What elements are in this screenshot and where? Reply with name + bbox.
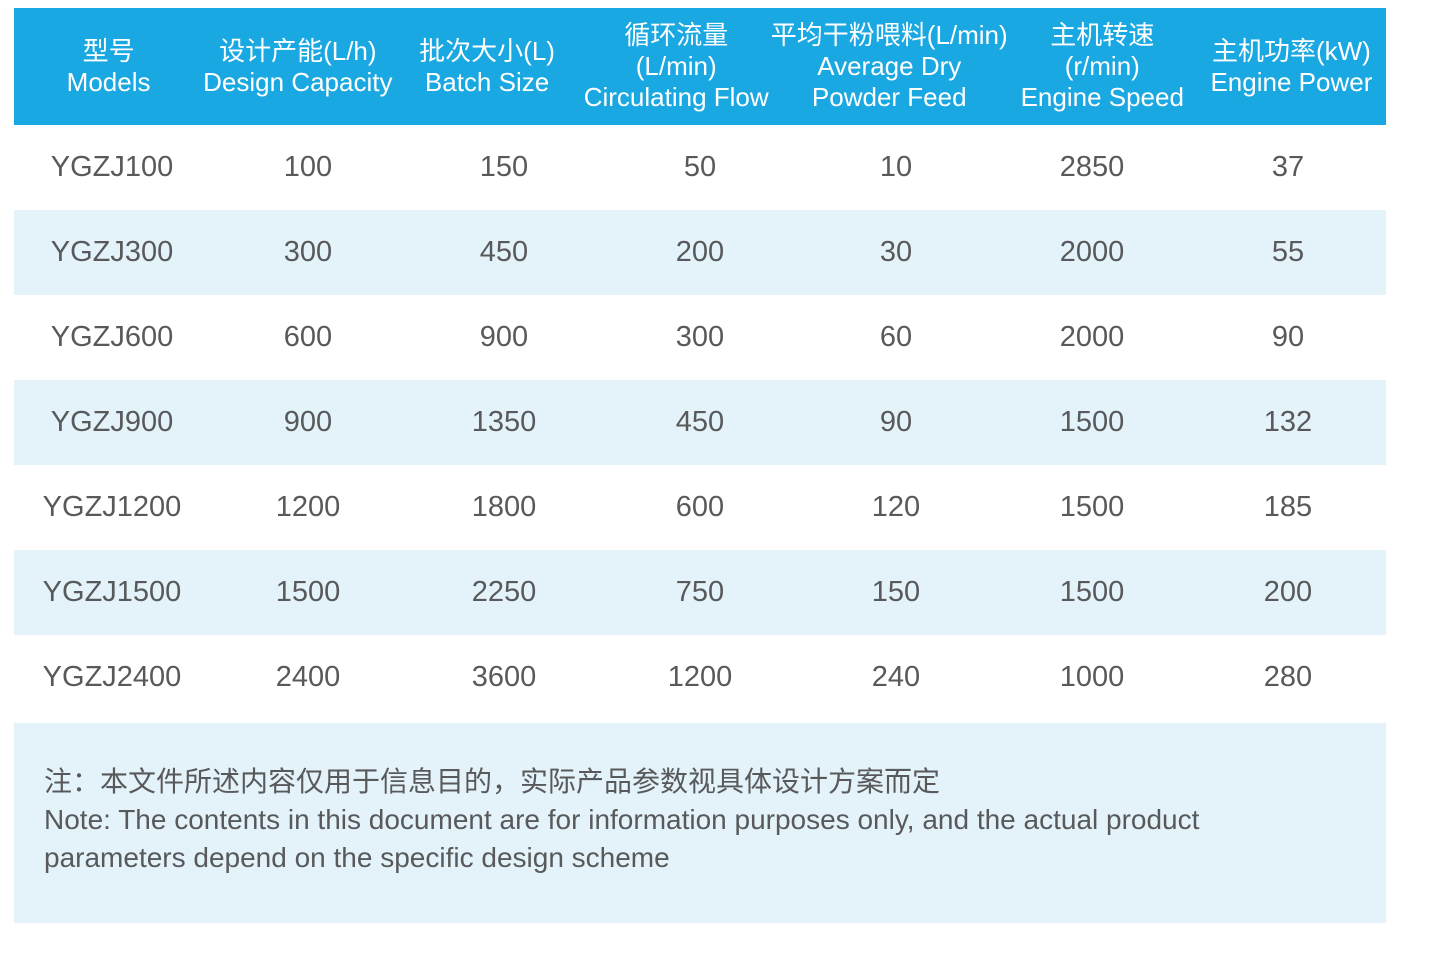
- cell-model: YGZJ600: [50, 321, 174, 353]
- cell-engine-power: 55: [1271, 236, 1305, 268]
- header-line-cn: 设计产能(L/h): [219, 35, 377, 66]
- header-line-unit: (r/min): [1064, 51, 1140, 81]
- cell-avg-dry-powder: 90: [879, 406, 913, 438]
- cell-batch-size: 450: [479, 236, 529, 268]
- cell-avg-dry-powder: 60: [879, 321, 913, 353]
- column-header-batch-size: 批次大小(L) Batch Size: [392, 36, 581, 98]
- header-line-en: Engine Power: [1210, 66, 1373, 97]
- cell-engine-speed: 1000: [1059, 661, 1125, 693]
- cell-design-capacity: 2400: [275, 661, 341, 693]
- cell-design-capacity: 900: [283, 406, 333, 438]
- cell-design-capacity: 300: [283, 236, 333, 268]
- cell-engine-power: 185: [1263, 491, 1313, 523]
- header-line-en: Design Capacity: [203, 66, 393, 97]
- cell-batch-size: 1350: [471, 406, 537, 438]
- cell-circulating-flow: 200: [675, 236, 725, 268]
- cell-avg-dry-powder: 120: [871, 491, 921, 523]
- note-line-cn: 注：本文件所述内容仅用于信息目的，实际产品参数视具体设计方案而定: [44, 766, 941, 797]
- cell-engine-speed: 2000: [1059, 321, 1125, 353]
- column-header-models: 型号 Models: [14, 36, 203, 98]
- header-line-cn: 批次大小(L): [419, 35, 555, 66]
- spec-table: 型号 Models 设计产能(L/h) Design Capacity 批次大小…: [14, 8, 1386, 923]
- table-row: YGZJ300 300 450 200 30 2000 55: [14, 210, 1386, 295]
- header-line-en: Powder Feed: [811, 82, 967, 112]
- cell-engine-speed: 2000: [1059, 236, 1125, 268]
- header-line-en: Circulating Flow: [583, 82, 769, 112]
- column-header-avg-dry-powder: 平均干粉喂料(L/min) Average Dry Powder Feed: [771, 20, 1008, 113]
- cell-circulating-flow: 1200: [667, 661, 733, 693]
- cell-engine-power: 37: [1271, 151, 1305, 183]
- cell-circulating-flow: 300: [675, 321, 725, 353]
- table-row: YGZJ2400 2400 3600 1200 240 1000 280: [14, 635, 1386, 720]
- cell-avg-dry-powder: 10: [879, 151, 913, 183]
- cell-model: YGZJ2400: [42, 661, 182, 693]
- cell-engine-power: 200: [1263, 576, 1313, 608]
- column-header-engine-speed: 主机转速 (r/min) Engine Speed: [1008, 20, 1197, 113]
- column-header-circulating-flow: 循环流量 (L/min) Circulating Flow: [582, 20, 771, 113]
- header-line-cn: 主机功率(kW): [1211, 35, 1371, 66]
- cell-circulating-flow: 450: [675, 406, 725, 438]
- table-row: YGZJ1200 1200 1800 600 120 1500 185: [14, 465, 1386, 550]
- note-panel: 注：本文件所述内容仅用于信息目的，实际产品参数视具体设计方案而定 Note: T…: [14, 723, 1386, 923]
- cell-model: YGZJ1500: [42, 576, 182, 608]
- cell-batch-size: 2250: [471, 576, 537, 608]
- cell-batch-size: 3600: [471, 661, 537, 693]
- note-line-en: parameters depend on the specific design…: [44, 842, 670, 873]
- cell-batch-size: 900: [479, 321, 529, 353]
- cell-design-capacity: 100: [283, 151, 333, 183]
- header-line-cn: 型号: [82, 35, 135, 66]
- note-line-en: Note: The contents in this document are …: [44, 804, 1200, 835]
- header-line-unit: (L/min): [635, 51, 717, 81]
- cell-design-capacity: 1500: [275, 576, 341, 608]
- cell-avg-dry-powder: 30: [879, 236, 913, 268]
- cell-engine-power: 90: [1271, 321, 1305, 353]
- table-row: YGZJ100 100 150 50 10 2850 37: [14, 125, 1386, 210]
- header-line-cn: 主机转速: [1050, 20, 1155, 50]
- cell-circulating-flow: 50: [683, 151, 717, 183]
- header-line-en: Engine Speed: [1020, 82, 1184, 112]
- header-line-cn: 循环流量: [624, 20, 729, 50]
- cell-design-capacity: 1200: [275, 491, 341, 523]
- cell-model: YGZJ300: [50, 236, 174, 268]
- header-line-en: Batch Size: [424, 66, 550, 97]
- column-header-design-capacity: 设计产能(L/h) Design Capacity: [203, 36, 392, 98]
- table-row: YGZJ600 600 900 300 60 2000 90: [14, 295, 1386, 380]
- cell-avg-dry-powder: 240: [871, 661, 921, 693]
- cell-model: YGZJ1200: [42, 491, 182, 523]
- table-header-row: 型号 Models 设计产能(L/h) Design Capacity 批次大小…: [14, 8, 1386, 125]
- cell-engine-power: 280: [1263, 661, 1313, 693]
- header-line-en: Average Dry: [817, 51, 962, 81]
- cell-circulating-flow: 600: [675, 491, 725, 523]
- header-line-en: Models: [66, 66, 151, 97]
- cell-circulating-flow: 750: [675, 576, 725, 608]
- table-row: YGZJ900 900 1350 450 90 1500 132: [14, 380, 1386, 465]
- cell-engine-speed: 1500: [1059, 491, 1125, 523]
- cell-engine-speed: 1500: [1059, 406, 1125, 438]
- cell-engine-power: 132: [1263, 406, 1313, 438]
- cell-model: YGZJ900: [50, 406, 174, 438]
- table-row: YGZJ1500 1500 2250 750 150 1500 200: [14, 550, 1386, 635]
- cell-avg-dry-powder: 150: [871, 576, 921, 608]
- cell-batch-size: 150: [479, 151, 529, 183]
- cell-model: YGZJ100: [50, 151, 174, 183]
- cell-batch-size: 1800: [471, 491, 537, 523]
- header-line-cn: 平均干粉喂料(L/min): [770, 20, 1008, 50]
- cell-engine-speed: 1500: [1059, 576, 1125, 608]
- cell-engine-speed: 2850: [1059, 151, 1125, 183]
- column-header-engine-power: 主机功率(kW) Engine Power: [1197, 36, 1386, 98]
- cell-design-capacity: 600: [283, 321, 333, 353]
